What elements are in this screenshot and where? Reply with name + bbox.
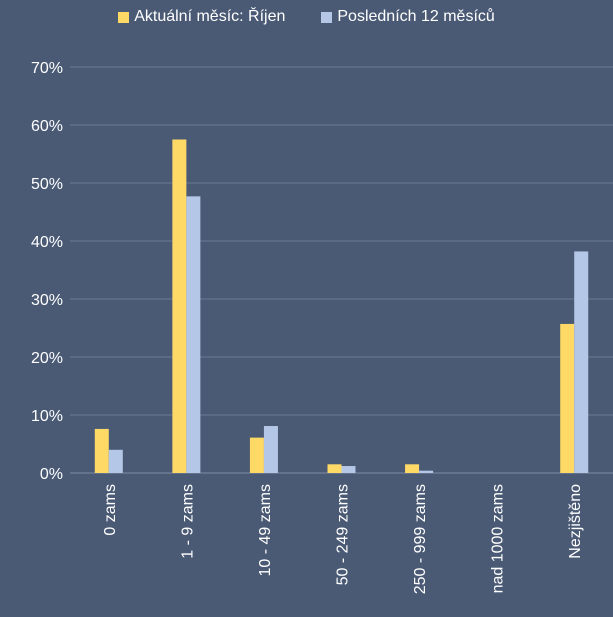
x-tick-label: nad 1000 zams bbox=[490, 484, 507, 593]
legend-swatch-current bbox=[118, 11, 130, 23]
x-tick-label: 1 - 9 zams bbox=[179, 484, 196, 559]
legend-item-current: Aktuální měsíc: Říjen bbox=[118, 8, 285, 26]
x-tick-label: 0 zams bbox=[102, 484, 119, 536]
bar-current bbox=[94, 428, 109, 473]
legend-label-current: Aktuální měsíc: Říjen bbox=[134, 8, 286, 25]
legend: Aktuální měsíc: Říjen Posledních 12 měsí… bbox=[0, 8, 613, 26]
x-tick-label: 50 - 249 zams bbox=[335, 484, 352, 585]
y-tick-label: 40% bbox=[31, 234, 63, 251]
x-tick-label: 250 - 999 zams bbox=[412, 484, 429, 594]
bar-current bbox=[560, 323, 575, 473]
y-tick-label: 70% bbox=[31, 60, 63, 77]
x-tick-label: 10 - 49 zams bbox=[257, 484, 274, 576]
legend-label-12-months: Posledních 12 měsíců bbox=[337, 8, 495, 25]
bar-12-months bbox=[108, 449, 123, 473]
y-tick-label: 30% bbox=[31, 292, 63, 309]
bar-current bbox=[249, 437, 264, 473]
bar-current bbox=[405, 464, 420, 473]
legend-swatch-12-months bbox=[321, 11, 333, 23]
y-tick-label: 20% bbox=[31, 350, 63, 367]
y-tick-label: 10% bbox=[31, 408, 63, 425]
bar-12-months bbox=[574, 251, 589, 473]
bar-12-months bbox=[186, 196, 201, 473]
bar-current bbox=[327, 464, 342, 473]
bar-12-months bbox=[419, 470, 434, 473]
bar-12-months bbox=[341, 466, 356, 473]
y-tick-label: 50% bbox=[31, 176, 63, 193]
legend-item-12-months: Posledních 12 měsíců bbox=[321, 8, 495, 26]
bar-12-months bbox=[263, 426, 278, 473]
x-tick-label: Nezjištěno bbox=[567, 484, 584, 559]
y-tick-label: 60% bbox=[31, 118, 63, 135]
bar-current bbox=[172, 139, 187, 473]
y-tick-label: 0% bbox=[40, 466, 63, 483]
